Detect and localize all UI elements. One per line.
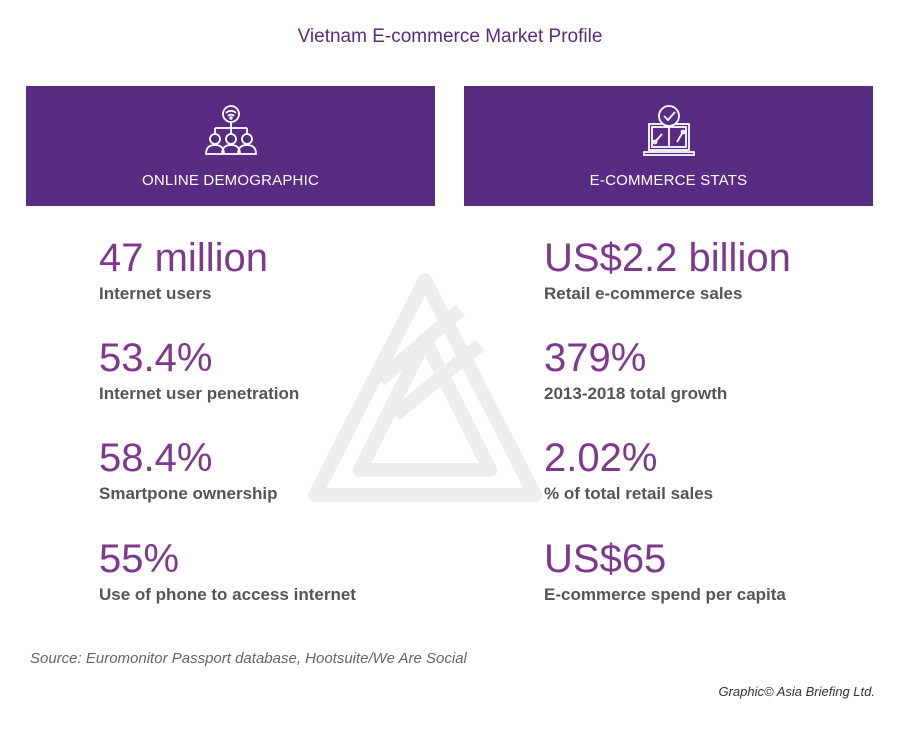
laptop-analytics-icon — [642, 105, 695, 156]
stat-value: 55% — [99, 537, 180, 581]
stat-internet-users: 47 million Internet users — [99, 236, 268, 304]
stat-label: Smartpone ownership — [99, 484, 278, 503]
stat-label: % of total retail sales — [544, 484, 714, 503]
stat-label: E-commerce spend per capita — [544, 585, 786, 604]
source-note: Source: Euromonitor Passport database, H… — [30, 650, 467, 667]
stat-value: 53.4% — [99, 336, 213, 380]
credit-note: Graphic© Asia Briefing Ltd. — [718, 684, 875, 699]
stat-share-retail: 2.02% % of total retail sales — [544, 436, 713, 504]
panel-label: ONLINE DEMOGRAPHIC — [142, 172, 319, 189]
stat-value: US$65 — [544, 537, 667, 581]
stat-smartphone-ownership: 58.4% Smartpone ownership — [99, 436, 278, 504]
stat-value: 47 million — [99, 236, 268, 280]
page-title: Vietnam E-commerce Market Profile — [297, 26, 603, 47]
stat-value: US$2.2 billion — [544, 236, 791, 280]
stat-label: Use of phone to access internet — [99, 585, 356, 604]
network-users-icon — [204, 105, 257, 155]
panel-ecommerce-stats: E-COMMERCE STATS — [464, 86, 873, 206]
panel-online-demographic: ONLINE DEMOGRAPHIC — [26, 86, 435, 206]
stat-phone-access: 55% Use of phone to access internet — [99, 537, 356, 605]
stat-label: Internet users — [99, 284, 212, 303]
watermark-logo — [308, 273, 542, 502]
stat-value: 379% — [544, 336, 647, 380]
panel-label: E-COMMERCE STATS — [589, 172, 748, 189]
stat-label: 2013-2018 total growth — [544, 384, 728, 403]
stat-internet-penetration: 53.4% Internet user penetration — [99, 336, 299, 404]
stat-label: Internet user penetration — [99, 384, 300, 403]
stat-value: 2.02% — [544, 436, 658, 480]
stat-label: Retail e-commerce sales — [544, 284, 743, 303]
stat-retail-sales: US$2.2 billion Retail e-commerce sales — [544, 236, 791, 304]
stat-value: 58.4% — [99, 436, 213, 480]
stat-growth: 379% 2013-2018 total growth — [544, 336, 727, 404]
stat-spend-per-capita: US$65 E-commerce spend per capita — [544, 537, 786, 605]
